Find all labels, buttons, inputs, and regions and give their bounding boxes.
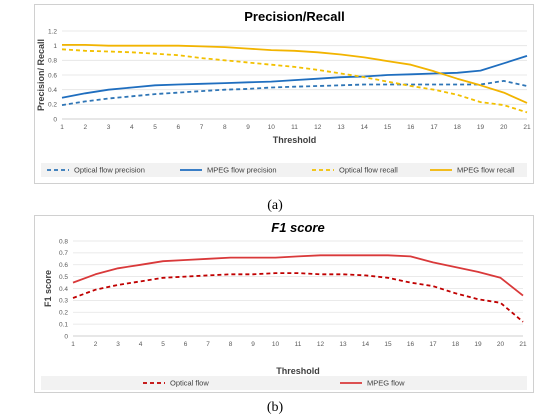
- y-axis-title: Precision/ Recall: [36, 39, 46, 111]
- x-axis-title: Threshold: [276, 366, 320, 376]
- x-tick-label: 21: [523, 124, 531, 131]
- y-tick-label: 0.7: [59, 250, 68, 257]
- series-line-2: [61, 55, 528, 99]
- y-tick-label: 0: [53, 116, 57, 123]
- x-tick-label: 12: [314, 124, 322, 131]
- x-tick-label: 15: [384, 124, 392, 131]
- x-tick-label: 3: [116, 341, 120, 348]
- caption-b: (b): [266, 400, 284, 415]
- y-tick-label: 0.8: [59, 238, 68, 245]
- y-axis-title: F1 score: [43, 270, 53, 307]
- x-tick-label: 5: [161, 341, 165, 348]
- x-tick-label: 12: [317, 341, 325, 348]
- x-tick-label: 6: [176, 124, 180, 131]
- chart-title: Precision/Recall: [244, 9, 344, 24]
- y-tick-label: 0.1: [59, 321, 68, 328]
- y-tick-label: 0.8: [48, 58, 57, 65]
- x-tick-label: 20: [497, 341, 505, 348]
- x-tick-label: 16: [407, 124, 415, 131]
- caption-a: (a): [267, 198, 283, 213]
- x-tick-label: 11: [295, 341, 302, 348]
- chart-title: F1 score: [271, 220, 324, 235]
- x-tick-label: 10: [268, 124, 276, 131]
- legend-label: Optical flow recall: [339, 166, 398, 175]
- x-tick-label: 19: [477, 124, 485, 131]
- x-tick-label: 7: [206, 341, 210, 348]
- x-tick-label: 4: [139, 341, 143, 348]
- legend-label: MPEG flow precision: [207, 166, 277, 175]
- x-tick-label: 5: [153, 124, 157, 131]
- y-tick-label: 0.6: [59, 262, 68, 269]
- y-tick-label: 0.2: [59, 310, 68, 317]
- x-tick-label: 18: [454, 124, 462, 131]
- x-tick-label: 8: [223, 124, 227, 131]
- series-line-3: [61, 48, 528, 114]
- x-tick-label: 9: [246, 124, 250, 131]
- y-tick-label: 1: [53, 43, 57, 50]
- x-tick-label: 13: [337, 124, 345, 131]
- x-axis-title: Threshold: [273, 135, 317, 145]
- x-tick-label: 19: [474, 341, 482, 348]
- x-tick-label: 17: [430, 124, 438, 131]
- y-tick-label: 0.2: [48, 102, 57, 109]
- y-tick-label: 0.3: [59, 298, 68, 305]
- x-tick-label: 4: [130, 124, 134, 131]
- x-tick-label: 9: [251, 341, 255, 348]
- series-line-2: [72, 254, 524, 297]
- x-tick-label: 14: [362, 341, 370, 348]
- legend-label: Optical flow: [170, 379, 209, 388]
- legend-label: MPEG flow: [367, 379, 405, 388]
- x-tick-label: 7: [200, 124, 204, 131]
- legend-label: Optical flow precision: [74, 166, 145, 175]
- x-tick-label: 1: [60, 124, 64, 131]
- x-tick-label: 11: [291, 124, 298, 131]
- x-tick-label: 10: [272, 341, 280, 348]
- y-tick-label: 0.5: [59, 274, 68, 281]
- series-line-1: [72, 272, 524, 323]
- chart-panel-f1-score: F1 score 0 0.1 0.2 0.3 0.4 0.5 0.6 0.7 0.8 1 2 3 4 5 6 7…: [34, 215, 534, 393]
- y-tick-label: 0: [64, 333, 68, 340]
- x-tick-label: 13: [339, 341, 347, 348]
- x-tick-label: 18: [452, 341, 460, 348]
- chart-panel-precision-recall: Precision/Recall 0 0.2 0.4 0.6 0.8 1 1.2 1 2 3 4 5 6 7…: [34, 4, 534, 184]
- legend-label: MPEG flow recall: [457, 166, 515, 175]
- legend-box: [41, 163, 527, 177]
- x-tick-label: 16: [407, 341, 415, 348]
- legend-box: [41, 376, 527, 390]
- x-tick-label: 20: [500, 124, 508, 131]
- x-tick-label: 14: [361, 124, 369, 131]
- x-tick-label: 21: [519, 341, 527, 348]
- y-tick-label: 1.2: [48, 28, 57, 35]
- x-tick-label: 2: [83, 124, 87, 131]
- series-line-1: [61, 80, 528, 106]
- y-tick-label: 0.6: [48, 72, 57, 79]
- x-tick-label: 2: [94, 341, 98, 348]
- x-tick-label: 15: [384, 341, 392, 348]
- x-tick-label: 3: [107, 124, 111, 131]
- x-tick-label: 17: [429, 341, 437, 348]
- x-tick-label: 8: [229, 341, 233, 348]
- y-tick-label: 0.4: [48, 87, 57, 94]
- y-tick-label: 0.4: [59, 286, 68, 293]
- x-tick-label: 6: [184, 341, 188, 348]
- x-tick-label: 1: [71, 341, 75, 348]
- series-line-4: [62, 44, 528, 104]
